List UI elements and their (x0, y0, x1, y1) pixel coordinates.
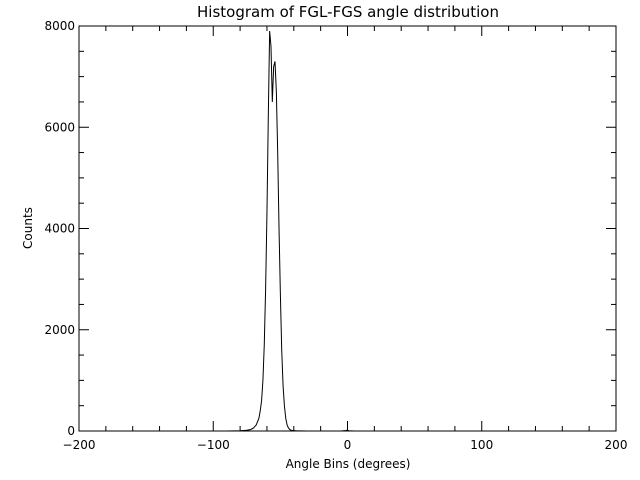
y-axis-title: Counts (21, 207, 35, 249)
chart-title: Histogram of FGL-FGS angle distribution (197, 3, 499, 21)
y-tick-label: 8000 (44, 19, 75, 33)
x-tick-label: −100 (197, 438, 230, 452)
y-tick-labels: 0 2000 4000 6000 8000 (44, 19, 75, 438)
tick-marks (78, 25, 617, 432)
x-axis-title: Angle Bins (degrees) (286, 457, 411, 471)
plot-frame (78, 25, 617, 432)
x-tick-labels: −200 −100 0 100 200 (63, 438, 628, 452)
y-tick-label: 0 (67, 424, 75, 438)
y-tick-label: 4000 (44, 222, 75, 236)
y-tick-label: 6000 (44, 120, 75, 134)
x-tick-label: 100 (470, 438, 493, 452)
y-tick-label: 2000 (44, 323, 75, 337)
x-tick-label: 0 (344, 438, 352, 452)
histogram-series-line (79, 31, 616, 432)
x-tick-label: 200 (605, 438, 628, 452)
x-tick-label: −200 (63, 438, 96, 452)
